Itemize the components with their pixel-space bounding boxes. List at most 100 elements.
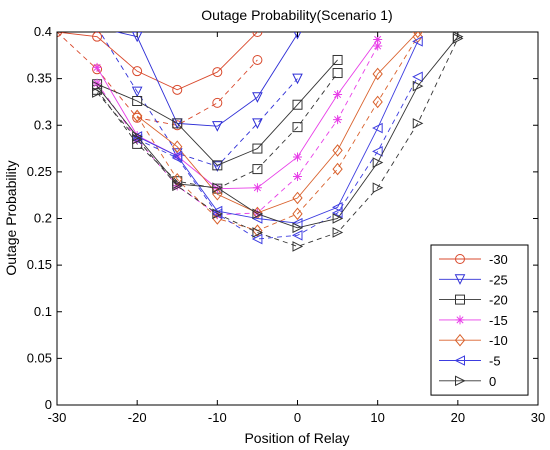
- data-point-dashed: [412, 71, 423, 83]
- y-tick-label: 0.25: [27, 164, 52, 179]
- data-point-solid: [132, 96, 143, 107]
- y-tick-label: 0.35: [27, 71, 52, 86]
- data-point-solid: [212, 160, 223, 171]
- data-point-dashed: [412, 118, 424, 129]
- data-point-solid: [412, 36, 423, 47]
- data-point-solid: [212, 67, 223, 78]
- data-point-solid: [372, 157, 384, 168]
- data-point-solid: [172, 140, 183, 153]
- data-point-solid: [132, 66, 143, 77]
- chart-title: Outage Probability(Scenario 1): [201, 7, 392, 23]
- data-point-solid: [172, 84, 183, 95]
- data-point-solid: [92, 80, 103, 92]
- data-point-dashed: [252, 54, 263, 65]
- data-point-solid: [292, 222, 304, 234]
- data-point-solid: [372, 122, 383, 134]
- data-point-solid: [412, 80, 424, 92]
- data-point-solid: [293, 152, 302, 162]
- x-tick-label: 10: [370, 410, 384, 425]
- legend-marker: [455, 294, 465, 305]
- y-tick-label: 0.15: [27, 257, 52, 272]
- legend-label: -25: [489, 272, 508, 287]
- data-point-solid: [333, 89, 343, 99]
- data-point-solid: [292, 99, 303, 110]
- legend-entry--5: -5: [439, 354, 501, 369]
- y-tick-label: 0.4: [34, 24, 52, 39]
- data-point-solid: [92, 62, 102, 72]
- data-point-dashed: [252, 227, 264, 238]
- data-point-dashed: [96, 32, 98, 33]
- legend-label: -15: [489, 313, 508, 328]
- data-point-dashed: [292, 207, 303, 221]
- data-point-solid: [332, 144, 343, 157]
- data-point-solid: [332, 54, 343, 65]
- legend-label: -10: [489, 333, 508, 348]
- data-point-dashed: [372, 146, 383, 157]
- data-point-dashed: [332, 162, 343, 176]
- legend-marker: [455, 375, 466, 387]
- x-tick-label: 0: [294, 410, 301, 425]
- legend-marker: [454, 333, 466, 347]
- data-point-dashed: [172, 173, 183, 186]
- y-tick-label: 0: [45, 397, 52, 412]
- data-point-solid: [212, 121, 223, 132]
- legend-entry--10: -10: [439, 333, 508, 348]
- series-line-dashed: [99, 32, 298, 167]
- series-line-dashed: [96, 45, 379, 216]
- legend-marker: [455, 254, 465, 264]
- data-point-solid: [293, 32, 302, 40]
- series-line-solid: [96, 59, 338, 166]
- data-point-dashed: [373, 41, 383, 51]
- x-tick-label: 30: [531, 410, 545, 425]
- data-point-dashed: [332, 227, 344, 238]
- data-point-solid: [332, 213, 344, 224]
- series-line-solid: [136, 32, 419, 214]
- data-point-solid: [252, 92, 263, 103]
- series-line-dashed: [57, 32, 258, 126]
- data-point-dashed: [291, 229, 303, 241]
- data-point-dashed: [252, 118, 263, 130]
- legend: -30 -25 -20 -15 -10 -5 0: [430, 244, 529, 396]
- data-point-dashed: [132, 109, 143, 123]
- data-point-dashed: [292, 122, 303, 133]
- legend-marker: [454, 355, 465, 366]
- series-line-dashed: [136, 36, 419, 232]
- legend-entry--15: -15: [439, 313, 508, 328]
- data-point-solid: [372, 67, 383, 81]
- legend-label: -30: [489, 252, 508, 267]
- legend-entry-0: 0: [439, 374, 496, 389]
- series--10: [132, 32, 423, 237]
- data-point-solid: [252, 183, 262, 193]
- data-point-dashed: [212, 208, 223, 220]
- x-tick-label: -20: [128, 410, 147, 425]
- y-tick-label: 0.3: [34, 117, 52, 132]
- data-point-dashed: [172, 180, 183, 192]
- series-line-solid: [115, 32, 298, 127]
- data-point-dashed: [333, 115, 343, 125]
- data-point-dashed: [372, 182, 384, 194]
- data-point-dashed: [251, 233, 263, 245]
- data-point-solid: [252, 208, 264, 220]
- data-point-dashed: [292, 73, 303, 85]
- x-tick-label: -30: [48, 410, 67, 425]
- data-point-dashed: [132, 133, 143, 145]
- data-point-solid: [96, 32, 98, 33]
- data-point-solid: [252, 143, 263, 154]
- data-point-dashed: [332, 68, 343, 79]
- data-point-dashed: [212, 212, 223, 225]
- data-point-dashed: [171, 152, 183, 164]
- x-axis-label: Position of Relay: [244, 430, 349, 446]
- x-tick-label: -10: [208, 410, 227, 425]
- legend-entry--25: -25: [439, 272, 508, 287]
- legend-entry--30: -30: [439, 252, 508, 267]
- data-point-solid: [292, 191, 303, 205]
- data-point-dashed: [252, 164, 263, 175]
- data-point-solid: [412, 32, 423, 39]
- series-line-solid: [96, 36, 459, 229]
- legend-label: -5: [489, 354, 501, 369]
- data-point-solid: [212, 187, 223, 201]
- y-axis-label: Outage Probability: [3, 160, 19, 275]
- legend-label: -20: [489, 293, 508, 308]
- data-point-dashed: [372, 95, 383, 109]
